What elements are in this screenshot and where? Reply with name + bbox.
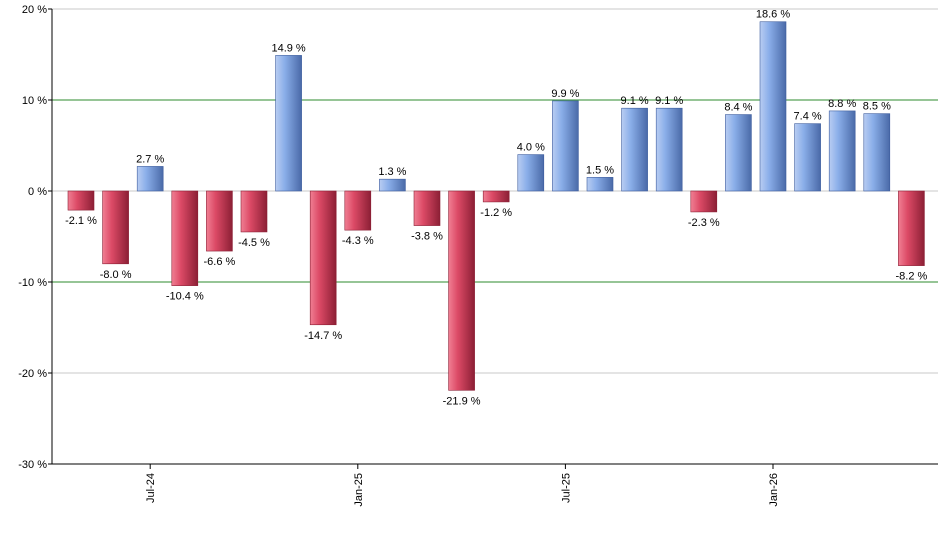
data-label: 2.7 % — [136, 153, 164, 165]
data-labels: -2.1 % -8.0 % 2.7 % -10.4 % -6.6 %-4.5 % 14.9… — [65, 9, 927, 408]
x-tick-label: Jul-25 — [560, 473, 572, 503]
data-label: -2.3 % — [688, 217, 720, 229]
data-label: 9.1 % — [621, 95, 649, 107]
bar — [413, 190, 441, 226]
data-label: -6.6 % — [204, 256, 236, 268]
bar — [67, 190, 95, 211]
x-tick-label: Jul-24 — [145, 473, 157, 503]
bar — [794, 123, 821, 192]
bar — [275, 55, 302, 192]
data-label: -2.1 % — [65, 215, 97, 227]
x-tick-label: Jan-25 — [353, 473, 365, 507]
bar — [309, 190, 337, 326]
reference-lines — [52, 99, 938, 283]
y-tick-label: -10 % — [18, 277, 47, 289]
bar — [517, 154, 545, 192]
data-label: 1.3 % — [378, 166, 406, 178]
axes: 20 % 10 % 0 % -10 % -20 % -30 % Jul-24 Jan-25 Ju… — [18, 4, 938, 507]
bar — [240, 190, 268, 233]
x-tick-label: Jan-26 — [768, 473, 780, 507]
bars — [67, 21, 925, 391]
bar — [448, 190, 475, 391]
data-label: 7.4 % — [794, 111, 822, 123]
data-label: -21.9 % — [443, 395, 481, 407]
data-label: 9.9 % — [551, 88, 579, 100]
data-label: 8.5 % — [863, 101, 891, 113]
data-label: -14.7 % — [304, 330, 342, 342]
bar — [206, 190, 233, 252]
data-label: 4.0 % — [517, 142, 545, 154]
data-label: 9.1 % — [655, 95, 683, 107]
bar — [621, 107, 648, 192]
bar — [102, 190, 129, 265]
data-label: -8.2 % — [896, 271, 928, 283]
bar — [552, 100, 579, 192]
bar — [586, 177, 614, 192]
data-label: -3.8 % — [411, 231, 443, 243]
y-tick-label: 10 % — [22, 95, 47, 107]
bar — [482, 190, 510, 203]
data-label: -10.4 % — [166, 291, 204, 303]
data-label: -4.5 % — [238, 237, 270, 249]
bar — [690, 190, 718, 213]
data-label: -8.0 % — [100, 269, 132, 281]
data-label: -1.2 % — [480, 207, 512, 219]
data-label: 8.8 % — [828, 98, 856, 110]
bar — [863, 113, 891, 192]
data-label: 18.6 % — [756, 9, 790, 21]
bar — [655, 107, 683, 192]
data-label: 14.9 % — [271, 42, 305, 54]
y-tick-label: -20 % — [18, 368, 47, 380]
bar — [759, 21, 787, 192]
bar — [898, 190, 925, 266]
y-tick-label: 0 % — [28, 186, 47, 198]
data-label: 8.4 % — [724, 102, 752, 114]
y-tick-label: -30 % — [18, 459, 47, 471]
data-label: 1.5 % — [586, 164, 614, 176]
y-tick-label: 20 % — [22, 4, 47, 16]
bar — [379, 178, 406, 192]
bar — [828, 110, 856, 192]
bar — [725, 114, 752, 192]
data-label: -4.3 % — [342, 235, 374, 247]
bar — [136, 166, 164, 192]
bar — [344, 190, 372, 231]
bar — [171, 190, 199, 286]
